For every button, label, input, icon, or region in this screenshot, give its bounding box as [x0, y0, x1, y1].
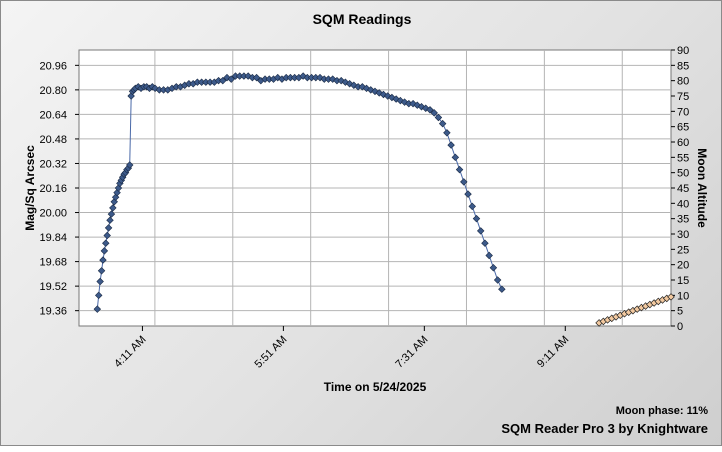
sqm-point	[362, 84, 371, 93]
y-tick-label: 19.52	[39, 281, 67, 293]
x-axis-ticks: 4:11 AM 5:51 AM 7:31 AM 9:11 AM	[112, 326, 571, 371]
sqm-point	[113, 188, 121, 197]
y2-tick-label: 80	[677, 76, 689, 88]
sqm-point	[426, 106, 434, 114]
sqm-point	[106, 216, 114, 224]
y2-tick-label: 35	[677, 214, 689, 226]
x-tick-label: 7:31 AM	[393, 334, 430, 371]
sqm-point	[99, 256, 107, 264]
credit-label: SQM Reader Pro 3 by Knightware	[501, 421, 708, 436]
y2-tick-label: 70	[677, 106, 689, 118]
sqm-point	[451, 153, 460, 162]
x-tick-label: 4:11 AM	[112, 334, 148, 370]
y2-tick-label: 15	[677, 275, 689, 287]
sqm-point	[498, 285, 506, 293]
y-tick-label: 20.32	[39, 158, 67, 170]
y2-tick-label: 0	[677, 321, 683, 333]
sqm-point	[383, 92, 392, 100]
y2-tick-label: 50	[677, 168, 689, 180]
y2-tick-label: 30	[677, 229, 689, 241]
sqm-point	[252, 73, 261, 82]
sqm-series	[93, 72, 506, 313]
y2-tick-label: 55	[677, 152, 689, 164]
y-tick-label: 20.96	[39, 60, 67, 72]
sqm-point	[97, 267, 106, 275]
sqm-point	[460, 178, 468, 186]
y2-tick-label: 65	[677, 122, 689, 134]
sqm-point	[110, 198, 118, 206]
sqm-point	[468, 202, 476, 211]
sqm-point	[127, 92, 135, 100]
y-tick-label: 19.36	[39, 306, 67, 318]
x-tick-label: 9:11 AM	[535, 334, 571, 370]
sqm-point	[485, 251, 493, 260]
sqm-point	[316, 73, 324, 82]
sqm-point	[227, 75, 235, 83]
sqm-point	[341, 78, 350, 86]
sqm-point	[96, 277, 104, 286]
x-tick-label: 5:51 AM	[252, 334, 289, 371]
y-tick-label: 20.00	[39, 208, 67, 220]
sqm-point	[464, 190, 472, 198]
y2-tick-label: 75	[677, 91, 689, 103]
y-axis-title: Mag/Sq Arcsec	[23, 145, 37, 231]
sqm-point	[100, 247, 109, 255]
x-axis-title: Time on 5/24/2025	[324, 380, 427, 394]
sqm-point	[337, 76, 345, 85]
y-tick-label: 20.64	[39, 109, 67, 121]
sqm-point	[392, 95, 400, 103]
sqm-point	[476, 227, 485, 235]
sqm-point	[107, 210, 116, 218]
sqm-point	[417, 103, 426, 111]
sqm-point	[438, 119, 447, 128]
sqm-point	[104, 224, 113, 232]
y-tick-label: 20.80	[39, 85, 67, 97]
sqm-point	[93, 305, 102, 313]
moon-altitude-point	[667, 293, 675, 301]
sqm-point	[413, 101, 422, 109]
sqm-point	[443, 129, 451, 137]
chart-title: SQM Readings	[313, 11, 412, 27]
sqm-point	[409, 99, 417, 108]
sqm-point	[367, 86, 375, 94]
sqm-point	[95, 291, 103, 300]
y2-axis-ticks: 0 5 10 15 20 25 30 35 40 45 50 55 60 65 70 75 80 85 90	[671, 45, 689, 333]
y-tick-label: 19.68	[39, 257, 67, 269]
moon-phase-label: Moon phase: 11%	[616, 405, 709, 417]
y2-tick-label: 90	[677, 45, 689, 57]
y2-tick-label: 5	[677, 306, 683, 318]
sqm-point	[434, 113, 443, 122]
y2-tick-label: 10	[677, 290, 689, 302]
y2-tick-label: 20	[677, 260, 689, 272]
y2-axis-title: Moon Altitude	[695, 148, 709, 228]
sqm-point	[481, 239, 489, 247]
y-tick-label: 19.84	[39, 232, 67, 244]
y-axis-ticks: 19.36 19.52 19.68 19.84 20.00 20.16 20.32 20.48…	[39, 60, 79, 318]
y2-tick-label: 45	[677, 183, 689, 195]
sqm-point	[430, 109, 438, 117]
y2-tick-label: 85	[677, 60, 689, 72]
sqm-point	[489, 264, 498, 272]
sqm-point	[493, 276, 502, 284]
sqm-point	[455, 165, 464, 174]
sqm-point	[109, 204, 117, 212]
sqm-point	[388, 93, 396, 102]
sqm-point	[447, 141, 455, 149]
y2-tick-label: 60	[677, 137, 689, 149]
y2-tick-label: 40	[677, 198, 689, 210]
sqm-point	[126, 161, 134, 169]
y-tick-label: 20.16	[39, 183, 67, 195]
sqm-point	[472, 214, 481, 223]
sqm-point	[102, 239, 110, 247]
moon-altitude-series	[595, 293, 675, 327]
y2-tick-label: 25	[677, 244, 689, 256]
sqm-point	[103, 231, 111, 240]
sqm-point	[111, 193, 120, 201]
y-tick-label: 20.48	[39, 134, 67, 146]
sqm-point	[219, 76, 227, 85]
